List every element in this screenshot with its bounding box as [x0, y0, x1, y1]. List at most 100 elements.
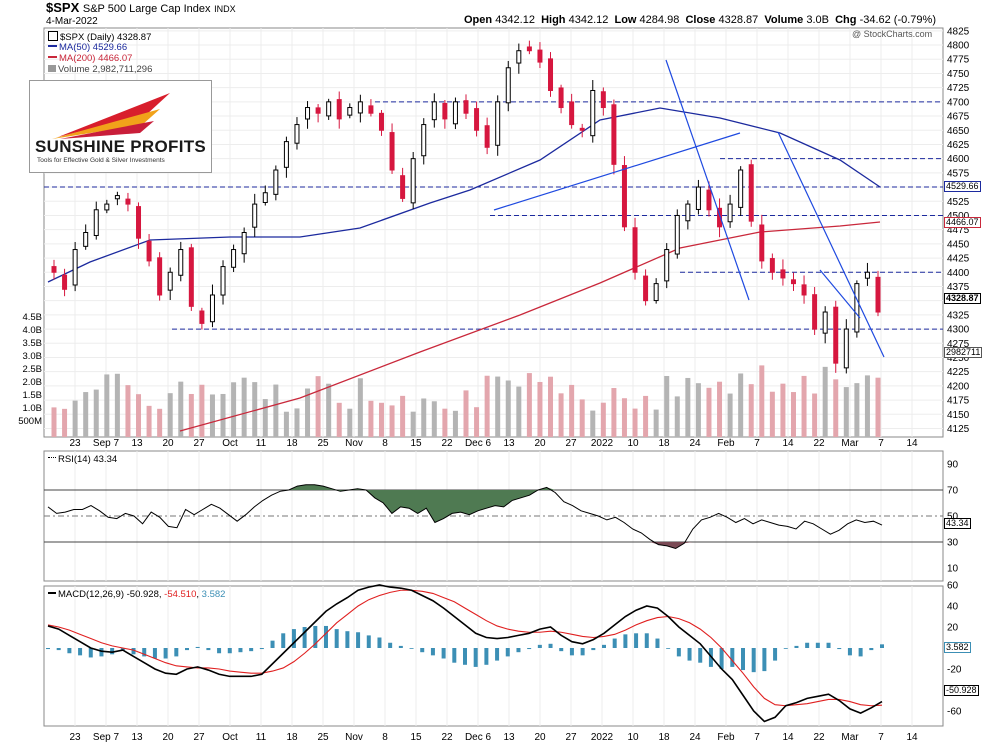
- volume-bar: [484, 375, 490, 437]
- x-tick-label: 22: [813, 438, 825, 449]
- trend-line: [819, 269, 861, 319]
- y-tick-label: 4225: [947, 367, 970, 378]
- candle-body: [389, 132, 395, 171]
- x-tick-label: 14: [782, 732, 794, 743]
- legend-ma200-text: MA(200) 4466.07: [59, 53, 133, 64]
- legend-price: $SPX (Daily) 4328.87: [48, 31, 151, 43]
- volume-bar: [83, 392, 89, 437]
- volume-bar: [738, 373, 744, 437]
- macd-histogram-bar: [505, 648, 510, 657]
- macd-histogram-bar: [644, 633, 649, 648]
- candle-body: [579, 127, 585, 131]
- candle-body: [674, 214, 680, 255]
- macd-histogram-bar: [783, 648, 788, 649]
- candle-body: [209, 294, 215, 323]
- volume-bar: [812, 393, 818, 437]
- y-tick-label: 4200: [947, 381, 970, 392]
- macd-histogram-bar: [334, 629, 339, 648]
- candle-body: [357, 101, 363, 114]
- candle-body: [315, 107, 321, 114]
- volume-bar: [621, 398, 627, 437]
- volume-bar: [822, 366, 828, 437]
- candle-body: [590, 89, 596, 137]
- chart-date: 4-Mar-2022: [46, 16, 98, 27]
- volume-bar-icon: [48, 65, 56, 72]
- legend-ma50: MA(50) 4529.66: [48, 43, 127, 53]
- macd-histogram-bar: [837, 648, 842, 650]
- candle-body: [199, 310, 205, 324]
- macd-histogram-bar: [56, 648, 61, 651]
- y-tick-label: 4575: [947, 168, 970, 179]
- volume-bar: [157, 408, 163, 437]
- y-tick-label: 4450: [947, 239, 970, 250]
- rsi-tick-label: 30: [947, 538, 959, 549]
- volume-bar: [727, 393, 733, 437]
- volume-bar: [262, 399, 268, 437]
- candle-body: [104, 203, 110, 211]
- candle-body: [146, 240, 152, 262]
- volume-bar: [526, 373, 532, 437]
- x-tick-label: 24: [689, 438, 701, 449]
- macd-histogram-bar: [880, 644, 884, 648]
- macd-histogram-bar: [46, 648, 50, 650]
- x-tick-label: 10: [627, 732, 639, 743]
- candle-body: [664, 249, 670, 282]
- candle-body: [241, 232, 247, 255]
- volume-bar: [600, 402, 606, 437]
- chg-value: -34.62 (-0.79%): [859, 14, 936, 26]
- volume-tick-label: 4.0B: [22, 325, 42, 336]
- y-tick-label: 4150: [947, 410, 970, 421]
- macd-histogram-bar: [676, 648, 681, 657]
- candle-body: [685, 203, 691, 222]
- x-tick-label: 25: [317, 732, 329, 743]
- macd-histogram-bar: [377, 637, 382, 648]
- candle-body: [822, 311, 828, 334]
- candle-body: [833, 306, 839, 364]
- y-tick-label: 4400: [947, 268, 970, 279]
- x-tick-label: Dec 6: [465, 732, 492, 743]
- x-tick-label: Feb: [717, 732, 735, 743]
- macd-histogram-bar: [516, 648, 521, 653]
- volume-bar: [315, 376, 321, 437]
- volume-bar: [167, 393, 173, 437]
- rsi-tick-label: 50: [947, 512, 959, 523]
- x-tick-label: 22: [813, 732, 825, 743]
- macd-histogram-bar: [805, 642, 810, 648]
- macd-histogram-bar: [473, 648, 478, 667]
- x-tick-label: 13: [131, 438, 143, 449]
- macd-histogram-bar: [131, 648, 136, 655]
- volume-bar: [136, 394, 142, 437]
- volume-bar: [558, 393, 564, 437]
- legend-ma50-text: MA(50) 4529.66: [59, 42, 128, 53]
- macd-histogram-bar: [452, 648, 457, 663]
- macd-prefix: MACD(12,26,9): [58, 589, 124, 600]
- macd-line: [47, 584, 883, 723]
- volume-bar: [706, 387, 712, 437]
- candle-body: [653, 283, 659, 302]
- volume-bar: [643, 395, 649, 437]
- volume-bar: [400, 395, 406, 437]
- x-tick-label: 2022: [591, 732, 614, 743]
- macd-histogram-bar: [484, 648, 489, 665]
- candle-body: [727, 203, 733, 223]
- macd-tick-label: -20: [947, 665, 962, 676]
- x-tick-label: 7: [754, 732, 760, 743]
- x-tick-label: 8: [382, 438, 388, 449]
- y-tick-label: 4425: [947, 254, 970, 265]
- y-tick-label: 4775: [947, 55, 970, 66]
- x-tick-label: 13: [503, 438, 515, 449]
- y-tick-label: 4375: [947, 282, 970, 293]
- x-tick-label: 11: [256, 438, 267, 449]
- candle-body: [474, 108, 480, 131]
- candle-body: [843, 328, 849, 369]
- macd-histogram-bar: [537, 644, 542, 648]
- y-tick-label: 4125: [947, 424, 970, 435]
- x-tick-label: Nov: [345, 732, 363, 743]
- candle-body: [347, 107, 353, 116]
- y-tick-label: 4650: [947, 126, 970, 137]
- high-label: High: [541, 14, 566, 26]
- candle-body: [505, 67, 511, 104]
- macd-hist-value: 3.582: [201, 589, 226, 600]
- candle-body: [136, 206, 142, 239]
